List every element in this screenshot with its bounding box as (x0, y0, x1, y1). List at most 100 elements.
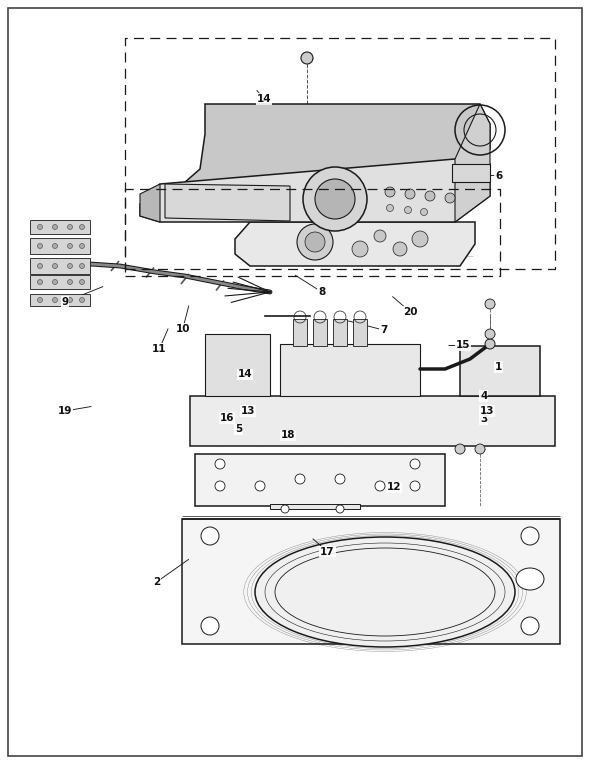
Polygon shape (270, 504, 360, 509)
Text: 18: 18 (281, 430, 295, 441)
Circle shape (38, 280, 42, 284)
Circle shape (374, 230, 386, 242)
Polygon shape (313, 319, 327, 346)
Text: 8: 8 (318, 286, 325, 297)
Circle shape (67, 225, 73, 229)
Circle shape (80, 280, 84, 284)
Circle shape (485, 299, 495, 309)
Text: 4: 4 (480, 390, 487, 401)
Circle shape (521, 527, 539, 545)
Text: 16: 16 (220, 413, 234, 423)
Text: 3: 3 (480, 413, 487, 424)
Polygon shape (165, 184, 290, 221)
Circle shape (393, 242, 407, 256)
Polygon shape (182, 519, 560, 644)
Circle shape (38, 297, 42, 303)
Text: 5: 5 (235, 424, 242, 435)
Polygon shape (205, 334, 270, 396)
Circle shape (53, 297, 57, 303)
Polygon shape (30, 294, 90, 306)
Polygon shape (455, 104, 490, 222)
Polygon shape (333, 319, 347, 346)
Circle shape (281, 505, 289, 513)
Polygon shape (30, 238, 90, 254)
Polygon shape (140, 159, 490, 222)
Polygon shape (30, 258, 90, 274)
Circle shape (38, 225, 42, 229)
Circle shape (303, 167, 367, 231)
Circle shape (80, 225, 84, 229)
Circle shape (315, 179, 355, 219)
Circle shape (297, 224, 333, 260)
Text: 6: 6 (495, 170, 502, 181)
Text: 13: 13 (241, 406, 255, 416)
Polygon shape (140, 184, 160, 222)
Circle shape (295, 474, 305, 484)
Circle shape (475, 444, 485, 454)
Ellipse shape (516, 568, 544, 590)
Text: 2: 2 (153, 577, 160, 588)
Polygon shape (160, 104, 490, 204)
Circle shape (255, 481, 265, 491)
Text: 9: 9 (61, 296, 68, 307)
Text: 13: 13 (480, 406, 494, 416)
Circle shape (80, 297, 84, 303)
Text: 12: 12 (387, 482, 401, 493)
Ellipse shape (255, 537, 515, 647)
Circle shape (53, 225, 57, 229)
Circle shape (215, 459, 225, 469)
Circle shape (53, 244, 57, 248)
Text: 17: 17 (320, 546, 335, 557)
Text: 20: 20 (403, 306, 417, 317)
Circle shape (335, 474, 345, 484)
Polygon shape (460, 346, 540, 396)
Circle shape (336, 505, 344, 513)
Circle shape (410, 459, 420, 469)
Circle shape (385, 187, 395, 197)
Circle shape (215, 481, 225, 491)
Text: 11: 11 (152, 344, 166, 354)
Polygon shape (293, 319, 307, 346)
Circle shape (405, 206, 411, 213)
Circle shape (53, 264, 57, 268)
Text: 14: 14 (257, 94, 271, 105)
Circle shape (352, 241, 368, 257)
Text: 1: 1 (495, 361, 502, 372)
Polygon shape (30, 275, 90, 289)
Polygon shape (353, 319, 367, 346)
Circle shape (375, 481, 385, 491)
Circle shape (38, 264, 42, 268)
Circle shape (67, 297, 73, 303)
Circle shape (80, 264, 84, 268)
Text: 19: 19 (58, 406, 72, 416)
Text: 10: 10 (176, 323, 190, 334)
Circle shape (305, 232, 325, 252)
Circle shape (521, 617, 539, 635)
Circle shape (201, 617, 219, 635)
Polygon shape (452, 164, 490, 182)
Circle shape (421, 209, 428, 215)
Circle shape (412, 231, 428, 247)
Circle shape (445, 193, 455, 203)
Polygon shape (195, 454, 445, 506)
Circle shape (53, 280, 57, 284)
Circle shape (67, 244, 73, 248)
Circle shape (455, 444, 465, 454)
Circle shape (485, 339, 495, 349)
Circle shape (80, 244, 84, 248)
Circle shape (485, 329, 495, 339)
Text: 15: 15 (456, 340, 470, 351)
Text: 7: 7 (380, 325, 387, 335)
Polygon shape (235, 222, 475, 266)
Circle shape (410, 481, 420, 491)
Circle shape (38, 244, 42, 248)
Circle shape (425, 191, 435, 201)
Circle shape (201, 527, 219, 545)
Text: 14: 14 (238, 369, 252, 380)
Circle shape (67, 264, 73, 268)
Polygon shape (280, 344, 420, 396)
Circle shape (67, 280, 73, 284)
Circle shape (405, 189, 415, 199)
Polygon shape (30, 220, 90, 234)
Circle shape (386, 205, 394, 212)
